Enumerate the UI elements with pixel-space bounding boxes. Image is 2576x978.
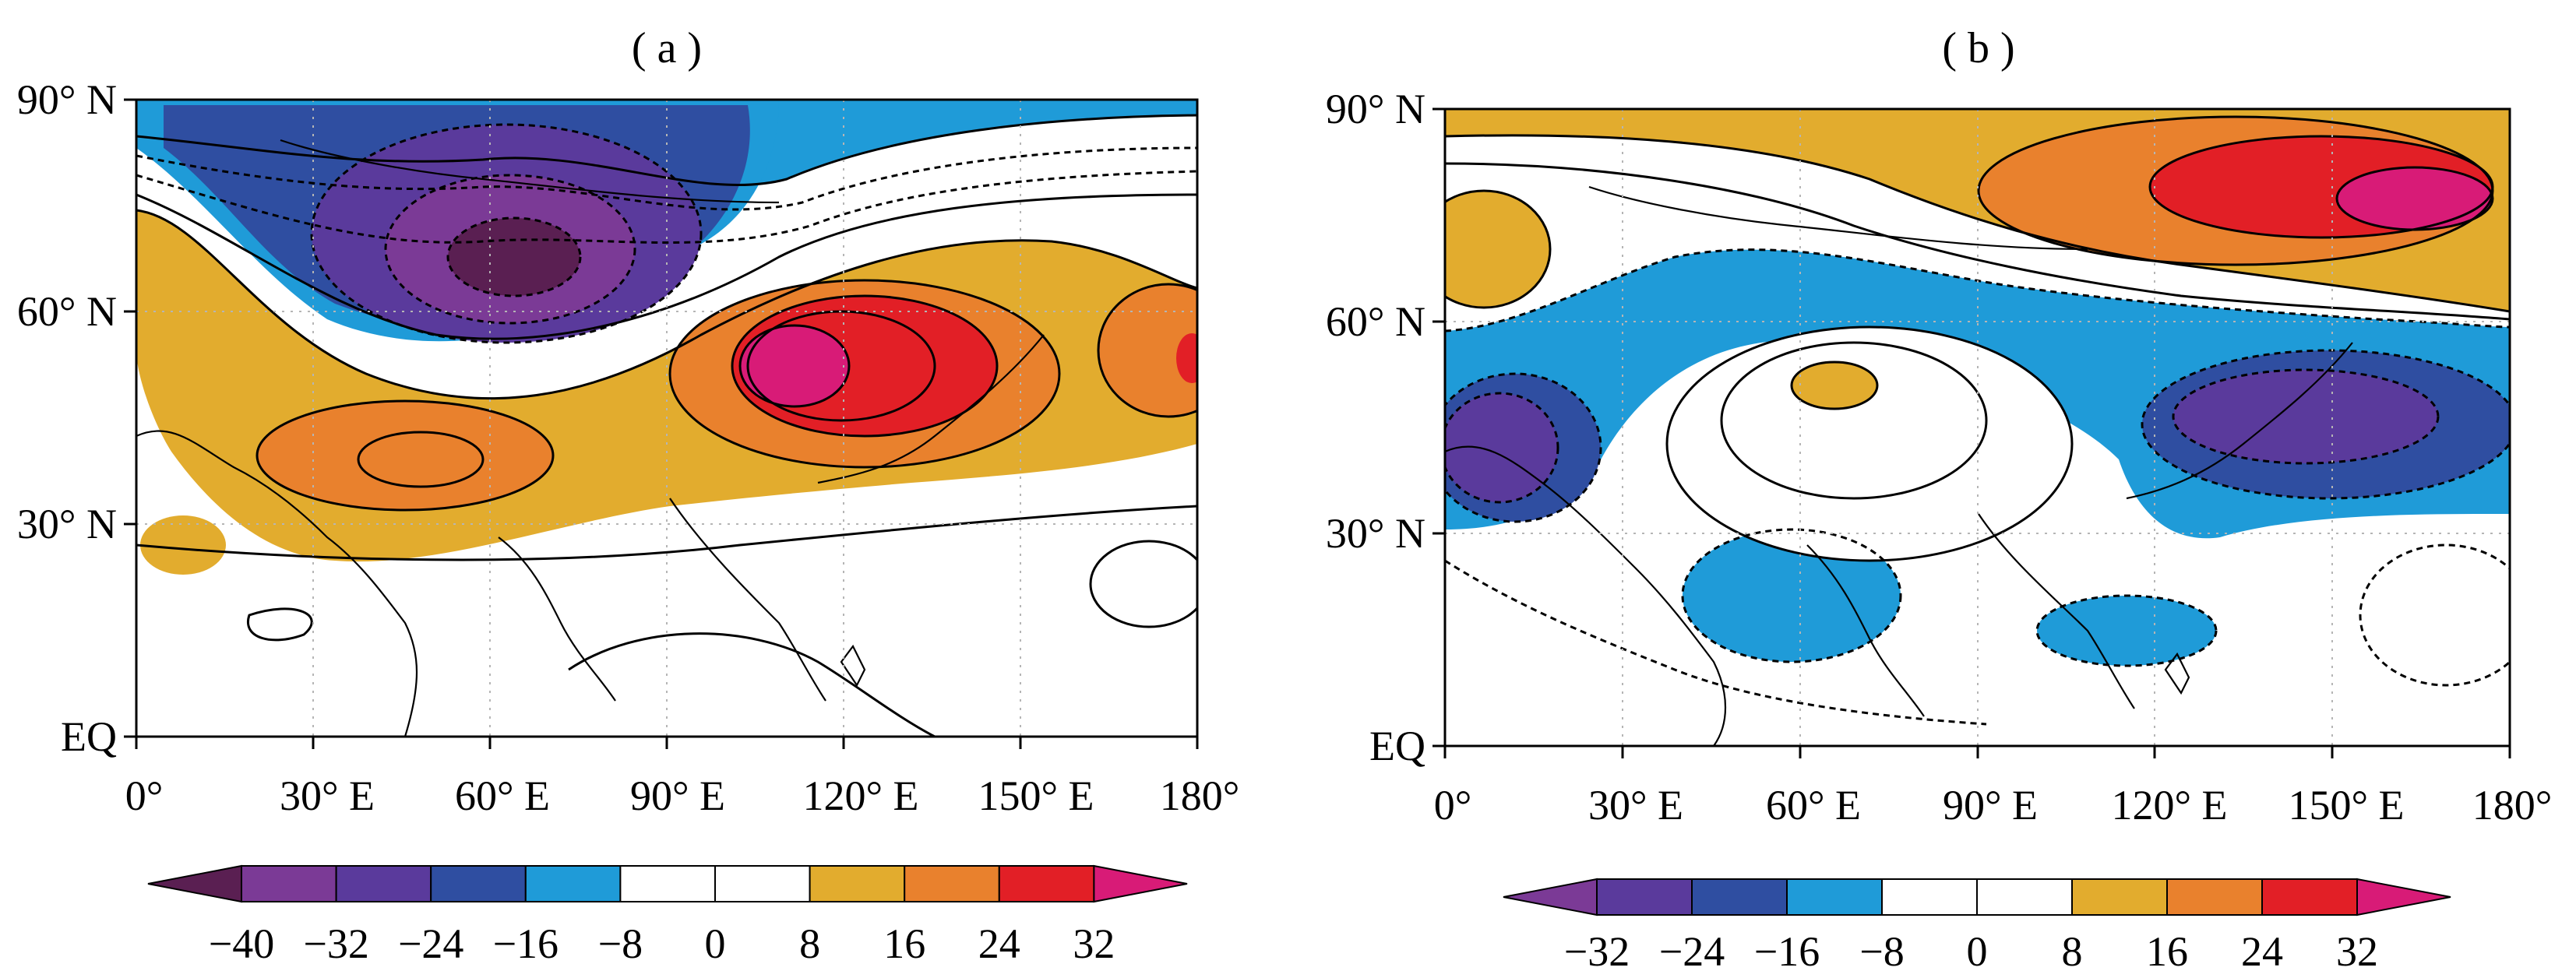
panel-a-ticks xyxy=(124,98,1199,749)
panel-a-colorbar-bin-5 xyxy=(619,865,717,902)
panel-b-colorbar-left-arrow xyxy=(1503,878,1598,916)
panel-b-colorbar-tick: 24 xyxy=(2241,928,2283,975)
panel-a-grid xyxy=(136,100,1197,737)
panel-b-colorbar-right-arrow xyxy=(2356,878,2451,916)
panel-b-lon-30e: 30° E xyxy=(1588,782,1683,828)
panel-a-magenta-east xyxy=(740,325,849,406)
panel-a-colorbar-tick: 32 xyxy=(1073,920,1115,967)
panel-a-colorbar-tick: 0 xyxy=(705,920,726,967)
panel-a-lon-30e: 30° E xyxy=(280,772,375,819)
panel-b-coastlines xyxy=(1445,185,2353,746)
panel-b-colorbar-bin-5 xyxy=(1976,878,2073,916)
panel-a-colorbar-tick: 16 xyxy=(883,920,925,967)
panel-a-colorbar-bin-1 xyxy=(241,865,337,902)
panel-b-lon-120e: 120° E xyxy=(2111,782,2227,828)
panel-a-colorbar-bin-9 xyxy=(998,865,1095,902)
panel-a-lon-180: 180° xyxy=(1160,772,1240,819)
panel-a-map xyxy=(136,100,1197,737)
panel-a-colorbar: −40 −32 −24 −16 −8 0 8 16 24 32 xyxy=(147,864,1188,967)
panel-b-grid xyxy=(1445,109,2510,746)
panel-a-small-positive xyxy=(140,515,226,575)
panel-a-colorbar-tick: −40 xyxy=(209,920,274,967)
panel-b-colorbar-tick: 16 xyxy=(2146,928,2188,975)
panel-b-violet-west xyxy=(1445,393,1558,502)
panel-a-red-pacific xyxy=(1176,333,1197,383)
panel-b-colorbar-bin-6 xyxy=(2071,878,2168,916)
panel-b-lon-90e: 90° E xyxy=(1943,782,2038,828)
panel-b: ( b ) xyxy=(1326,24,2552,975)
panel-b-colorbar-bin-7 xyxy=(2166,878,2263,916)
panel-b-colorbar-bin-4 xyxy=(1881,878,1978,916)
panel-b-colorbar-bin-8 xyxy=(2261,878,2358,916)
panel-b-magenta xyxy=(2337,167,2493,230)
panel-a-colorbar-bin-7 xyxy=(809,865,906,902)
panel-a-colorbar-bin-8 xyxy=(904,865,1000,902)
panel-a-colorbar-bin-6 xyxy=(714,865,811,902)
panel-a-orange-west xyxy=(257,401,553,510)
panel-b-lon-150e: 150° E xyxy=(2288,782,2404,828)
panel-a: ( a ) xyxy=(17,24,1239,967)
panel-a-lon-60e: 60° E xyxy=(455,772,550,819)
panel-a-lat-30n: 30° N xyxy=(17,501,117,547)
panel-a-lat-eq: EQ xyxy=(61,713,117,760)
panel-a-label: ( a ) xyxy=(632,24,702,72)
panel-a-colorbar-tick: 24 xyxy=(978,920,1020,967)
panel-b-gold-west xyxy=(1445,191,1550,308)
panel-b-gold-inner xyxy=(1792,362,1877,409)
panel-b-colorbar-bin-2 xyxy=(1691,878,1788,916)
panel-b-lon-0: 0° xyxy=(1434,782,1472,828)
panel-b-contours xyxy=(1445,115,2510,726)
panel-b-map xyxy=(1445,109,2510,746)
panel-b-colorbar-tick: −16 xyxy=(1754,928,1820,975)
panel-b-violet-east xyxy=(2173,370,2438,463)
panel-b-colorbar-bin-1 xyxy=(1596,878,1693,916)
panel-b-colorbar-tick: 32 xyxy=(2336,928,2378,975)
panel-a-lat-60n: 60° N xyxy=(17,288,117,335)
panel-b-blue-sea xyxy=(2037,596,2216,666)
panel-a-orange-pacific xyxy=(1098,284,1197,417)
panel-b-lat-eq: EQ xyxy=(1369,723,1425,769)
panel-b-label: ( b ) xyxy=(1942,24,2014,72)
panel-a-coastlines xyxy=(136,139,1045,737)
panel-b-lat-30n: 30° N xyxy=(1326,510,1425,557)
panel-a-lon-90e: 90° E xyxy=(630,772,725,819)
panel-a-negative-core xyxy=(448,218,580,296)
panel-b-lat-60n: 60° N xyxy=(1326,298,1425,345)
panel-b-colorbar-tick: 8 xyxy=(2062,928,2083,975)
panel-b-ticks xyxy=(1432,107,2511,758)
panel-a-colorbar-tick: −16 xyxy=(493,920,559,967)
panel-a-colorbar-tick: −32 xyxy=(303,920,368,967)
panel-b-lon-60e: 60° E xyxy=(1766,782,1861,828)
panel-b-colorbar-tick: −8 xyxy=(1859,928,1904,975)
panel-a-colorbar-right-arrow xyxy=(1093,864,1188,903)
panel-a-colorbar-bin-4 xyxy=(524,865,622,902)
panel-a-colorbar-tick: 8 xyxy=(799,920,820,967)
panel-b-colorbar-tick: −24 xyxy=(1659,928,1725,975)
panel-b-colorbar: −32 −24 −16 −8 0 8 16 24 32 xyxy=(1503,878,2451,975)
panel-b-blue-india xyxy=(1683,529,1901,662)
panel-a-colorbar-tick: −24 xyxy=(398,920,463,967)
panel-b-colorbar-tick: −32 xyxy=(1564,928,1630,975)
panel-a-colorbar-bin-2 xyxy=(335,865,432,902)
panel-a-lon-120e: 120° E xyxy=(802,772,918,819)
panel-a-lon-0: 0° xyxy=(125,772,164,819)
panel-b-colorbar-bin-3 xyxy=(1786,878,1883,916)
panel-b-lon-180: 180° xyxy=(2472,782,2553,828)
panel-a-contours xyxy=(136,114,1197,737)
panel-a-colorbar-left-arrow xyxy=(147,864,242,903)
panel-a-colorbar-bin-3 xyxy=(430,865,527,902)
panel-b-colorbar-tick: 0 xyxy=(1967,928,1988,975)
panel-a-lon-150e: 150° E xyxy=(978,772,1094,819)
panel-a-lat-90n: 90° N xyxy=(17,76,117,123)
panel-b-lat-90n: 90° N xyxy=(1326,86,1425,132)
panel-a-colorbar-tick: −8 xyxy=(598,920,643,967)
